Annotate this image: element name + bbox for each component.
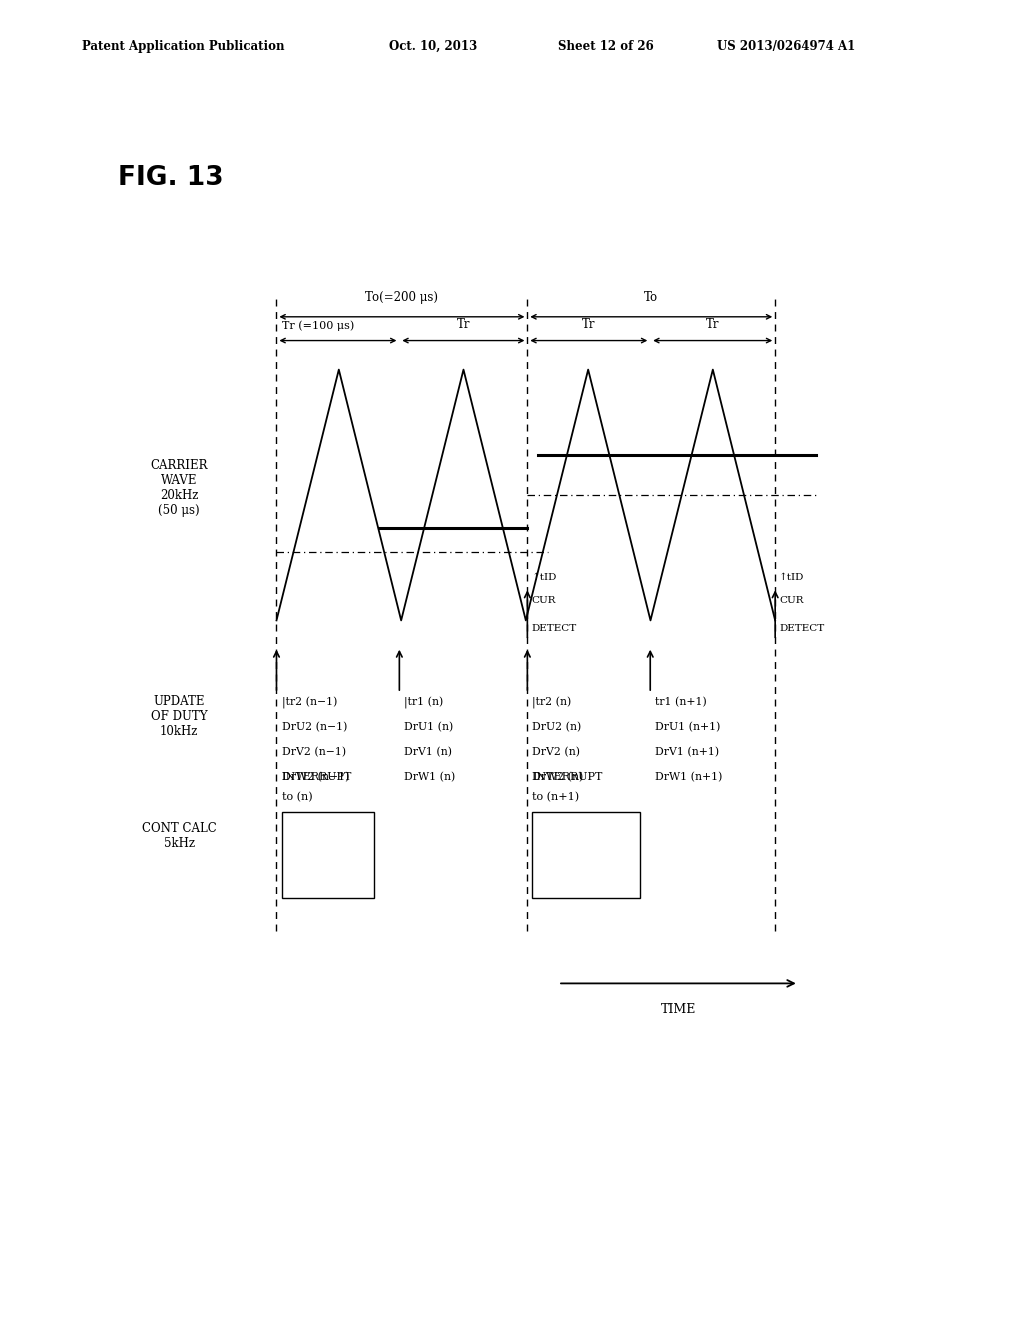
- Text: to (n+1): to (n+1): [532, 792, 580, 803]
- Text: |tr2 (n): |tr2 (n): [532, 697, 571, 709]
- Text: INTERRUPT: INTERRUPT: [532, 772, 603, 783]
- Text: INTERRUPT: INTERRUPT: [282, 772, 352, 783]
- Text: to (n): to (n): [282, 792, 312, 803]
- Text: |tr2 (n−1): |tr2 (n−1): [282, 697, 337, 709]
- Text: DoW (n+1): DoW (n+1): [555, 870, 617, 880]
- Text: DrU2 (n): DrU2 (n): [532, 722, 582, 733]
- Text: ↑tID: ↑tID: [779, 573, 805, 582]
- Text: UPDATE
OF DUTY
10kHz: UPDATE OF DUTY 10kHz: [151, 696, 208, 738]
- Text: Tr: Tr: [457, 318, 470, 331]
- Text: To(=200 μs): To(=200 μs): [366, 290, 438, 304]
- Text: DrW2 (n): DrW2 (n): [532, 772, 584, 783]
- Text: DETECT: DETECT: [531, 624, 577, 634]
- Text: US 2013/0264974 A1: US 2013/0264974 A1: [717, 40, 855, 53]
- Text: tr1 (n+1): tr1 (n+1): [655, 697, 708, 708]
- Text: DoW (n): DoW (n): [304, 870, 351, 880]
- Text: TIME: TIME: [660, 1003, 696, 1016]
- Text: DoU (n+1): DoU (n+1): [556, 820, 616, 830]
- Text: Oct. 10, 2013: Oct. 10, 2013: [389, 40, 477, 53]
- Text: DrW1 (n): DrW1 (n): [404, 772, 456, 783]
- Text: DrV1 (n+1): DrV1 (n+1): [655, 747, 720, 758]
- Text: Tr: Tr: [582, 318, 596, 331]
- Text: Sheet 12 of 26: Sheet 12 of 26: [558, 40, 654, 53]
- Text: DrV1 (n): DrV1 (n): [404, 747, 453, 758]
- Text: DrV2 (n): DrV2 (n): [532, 747, 581, 758]
- Text: |tr1 (n): |tr1 (n): [404, 697, 443, 709]
- Text: DETECT: DETECT: [779, 624, 824, 634]
- Text: DoV (n+1): DoV (n+1): [556, 843, 616, 854]
- Text: DoU (n): DoU (n): [305, 820, 350, 830]
- Text: DrW2 (n−1): DrW2 (n−1): [282, 772, 349, 783]
- Text: ↑tID: ↑tID: [531, 573, 557, 582]
- Text: CUR: CUR: [779, 595, 804, 605]
- Text: DrU1 (n): DrU1 (n): [404, 722, 454, 733]
- Text: CUR: CUR: [531, 595, 556, 605]
- Text: DrV2 (n−1): DrV2 (n−1): [282, 747, 346, 758]
- Text: Tr (=100 μs): Tr (=100 μs): [282, 321, 354, 331]
- Text: Tr: Tr: [706, 318, 720, 331]
- Text: DrU1 (n+1): DrU1 (n+1): [655, 722, 721, 733]
- Text: DoV (n): DoV (n): [306, 843, 349, 854]
- Text: CONT CALC
5kHz: CONT CALC 5kHz: [142, 821, 216, 850]
- Text: Patent Application Publication: Patent Application Publication: [82, 40, 285, 53]
- Bar: [532, 812, 640, 898]
- Text: FIG. 13: FIG. 13: [118, 165, 223, 191]
- Text: DrW1 (n+1): DrW1 (n+1): [655, 772, 723, 783]
- Bar: [282, 812, 374, 898]
- Text: To: To: [644, 290, 658, 304]
- Text: CARRIER
WAVE
20kHz
(50 μs): CARRIER WAVE 20kHz (50 μs): [151, 459, 208, 517]
- Text: DrU2 (n−1): DrU2 (n−1): [282, 722, 347, 733]
